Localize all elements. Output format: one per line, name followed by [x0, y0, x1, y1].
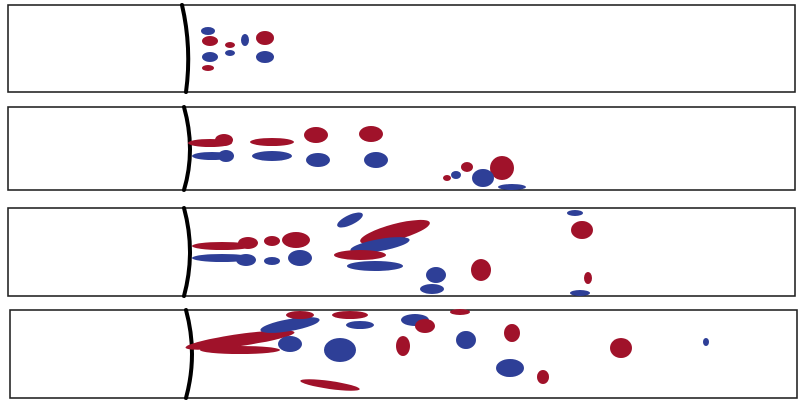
negative-vortex: [201, 27, 215, 35]
negative-vortex: [260, 317, 320, 333]
negative-vortex: [567, 210, 583, 216]
positive-vortex: [304, 127, 328, 143]
negative-vortex: [306, 153, 330, 167]
negative-vortex: [420, 284, 444, 294]
positive-vortex: [225, 42, 235, 48]
panel-frame: [7, 106, 796, 191]
negative-vortex: [703, 338, 709, 346]
positive-vortex: [300, 379, 360, 391]
positive-vortex: [286, 311, 314, 319]
positive-vortex: [200, 346, 280, 354]
positive-vortex: [471, 259, 491, 281]
positive-vortex: [396, 336, 410, 356]
negative-vortex: [252, 151, 292, 161]
negative-vortex: [288, 250, 312, 266]
negative-vortex: [498, 184, 526, 190]
positive-vortex: [250, 138, 294, 146]
positive-vortex: [537, 370, 549, 384]
negative-vortex: [350, 237, 410, 253]
positive-vortex: [450, 309, 470, 315]
positive-vortex: [202, 65, 214, 71]
negative-vortex: [278, 336, 302, 352]
positive-vortex: [504, 324, 520, 342]
boundary-curve: [182, 206, 192, 298]
negative-vortex: [236, 254, 256, 266]
positive-vortex: [238, 237, 258, 249]
panel: [7, 105, 796, 192]
negative-vortex: [472, 169, 494, 187]
negative-vortex: [426, 267, 446, 283]
positive-vortex: [415, 319, 435, 333]
negative-vortex: [225, 50, 235, 56]
positive-vortex: [332, 311, 368, 319]
positive-vortex: [215, 134, 233, 146]
negative-vortex: [570, 290, 590, 296]
positive-vortex: [192, 242, 252, 250]
positive-vortex: [256, 31, 274, 45]
panel: [9, 308, 798, 400]
negative-vortex: [264, 257, 280, 265]
boundary-curve: [182, 105, 192, 192]
negative-vortex: [256, 51, 274, 63]
positive-vortex: [584, 272, 592, 284]
positive-vortex: [571, 221, 593, 239]
negative-vortex: [456, 331, 476, 349]
negative-vortex: [218, 150, 234, 162]
negative-vortex: [346, 321, 374, 329]
positive-vortex: [202, 36, 218, 46]
positive-vortex: [334, 250, 386, 260]
negative-vortex: [364, 152, 388, 168]
negative-vortex: [337, 212, 363, 228]
boundary-curve: [180, 3, 191, 94]
positive-vortex: [490, 156, 514, 180]
positive-vortex: [185, 330, 295, 350]
panel: [7, 3, 796, 94]
positive-vortex: [282, 232, 310, 248]
positive-vortex: [461, 162, 473, 172]
negative-vortex: [347, 261, 403, 271]
negative-vortex: [202, 52, 218, 62]
negative-vortex: [451, 171, 461, 179]
positive-vortex: [443, 175, 451, 181]
negative-vortex: [324, 338, 356, 362]
positive-vortex: [264, 236, 280, 246]
negative-vortex: [496, 359, 524, 377]
boundary-curve: [184, 308, 194, 400]
positive-vortex: [610, 338, 632, 358]
panel-frame: [7, 207, 796, 297]
positive-vortex: [359, 126, 383, 142]
negative-vortex: [241, 34, 249, 46]
panel-frame: [7, 4, 796, 93]
panel: [7, 206, 796, 298]
positive-vortex: [360, 219, 430, 245]
